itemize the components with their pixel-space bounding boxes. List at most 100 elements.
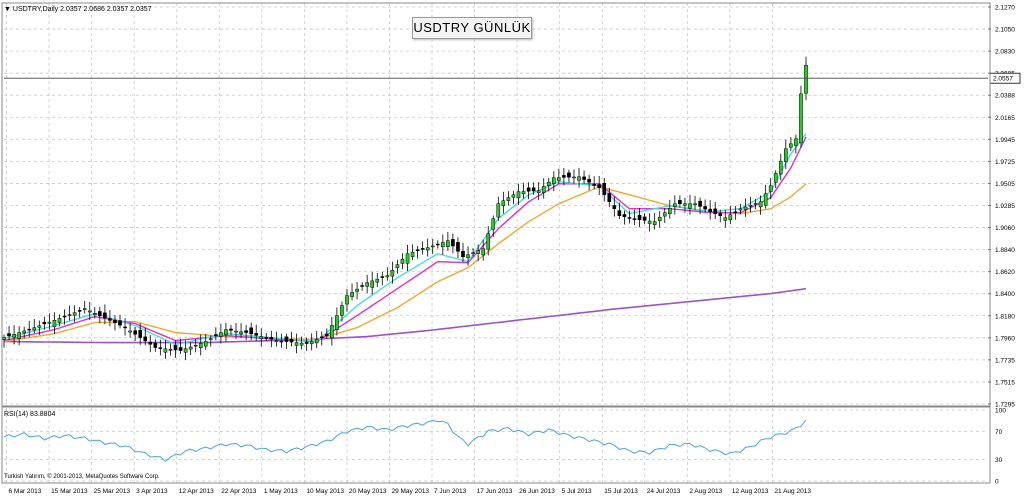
- y-tick-label: 1.8840: [995, 247, 1015, 254]
- chart-title: USDTRY GÜNLÜK: [412, 17, 532, 39]
- candle-body: [612, 205, 617, 209]
- ma_fast-line: [3, 133, 807, 346]
- x-tick-label: 12 Apr 2013: [179, 488, 214, 495]
- x-tick-label: 6 Mar 2013: [9, 488, 42, 495]
- candle-body: [728, 214, 733, 221]
- x-tick-label: 24 Jul 2013: [647, 488, 681, 495]
- y-tick-label: 1.9945: [995, 137, 1015, 144]
- candle-body: [345, 295, 349, 305]
- candle-body: [234, 330, 238, 333]
- ma_mid-line: [3, 136, 807, 343]
- candle-body: [753, 203, 758, 205]
- candle-body: [77, 310, 82, 312]
- candle-body: [133, 330, 137, 335]
- candle-body: [582, 176, 586, 180]
- candle-body: [314, 339, 319, 344]
- candle-body: [193, 344, 198, 347]
- candle-body: [476, 250, 480, 254]
- rsi-label: RSI(14) 83.8804: [4, 411, 56, 418]
- candle-body: [67, 314, 72, 316]
- candle-body: [2, 337, 6, 340]
- candle-body: [617, 210, 622, 216]
- candle-body: [435, 243, 440, 246]
- candle-body: [12, 334, 16, 338]
- x-tick-label: 7 Jun 2013: [434, 488, 467, 495]
- candle-body: [264, 337, 269, 339]
- candle-body: [758, 201, 763, 208]
- candle-body: [173, 345, 178, 351]
- y-tick-label: 2.0830: [995, 49, 1015, 56]
- candle-body: [733, 211, 738, 213]
- candle-body: [622, 214, 627, 217]
- candle-body: [198, 343, 203, 349]
- y-tick-label: 2.1050: [995, 27, 1015, 34]
- candle-body: [441, 242, 445, 248]
- y-tick-label: 1.7515: [995, 379, 1015, 386]
- candle-body: [7, 333, 11, 337]
- y-tick-label: 1.7960: [995, 335, 1015, 342]
- candle-body: [461, 251, 465, 257]
- candle-body: [693, 203, 697, 206]
- candle-body: [642, 216, 647, 221]
- candle-body: [405, 253, 410, 264]
- candle-body: [103, 312, 107, 319]
- y-tick-label: 2.0388: [995, 93, 1015, 100]
- candle-body: [572, 176, 576, 179]
- candle-body: [481, 248, 485, 256]
- copyright-text: Turkish Yatırım, © 2001-2013, MetaQuotes…: [4, 474, 160, 480]
- candle-body: [577, 176, 581, 181]
- candle-body: [521, 191, 526, 195]
- candle-body: [738, 208, 743, 211]
- candle-body: [289, 338, 294, 343]
- candle-body: [72, 312, 77, 316]
- candle-body: [385, 275, 390, 278]
- candle-body: [390, 269, 395, 277]
- rsi-axis: 100 70 30 0: [995, 408, 1006, 486]
- candle-body: [163, 348, 168, 353]
- candle-body: [254, 333, 259, 336]
- candle-body: [627, 217, 632, 219]
- rsi-tick-label: 0: [995, 479, 999, 486]
- ma-mid-series: [3, 136, 807, 343]
- candle-body: [597, 184, 602, 189]
- candle-body: [355, 288, 359, 292]
- candle-body: [718, 213, 723, 216]
- y-tick-label: 1.9505: [995, 181, 1015, 188]
- x-tick-label: 1 May 2013: [264, 488, 298, 495]
- candle-body: [607, 193, 612, 203]
- candle-body: [491, 218, 496, 230]
- rsi-pane-border: [1, 406, 991, 484]
- ma-fast-series: [3, 133, 807, 346]
- candle-body: [168, 349, 173, 351]
- candle-body: [128, 330, 132, 333]
- candle-body: [52, 320, 57, 327]
- candle-body: [138, 330, 143, 338]
- candlestick-series: [2, 56, 808, 360]
- candle-body: [784, 148, 788, 162]
- candle-body: [723, 217, 728, 221]
- collapse-triangle-icon[interactable]: ▼: [4, 6, 11, 13]
- candle-body: [148, 341, 153, 345]
- candle-body: [536, 190, 541, 193]
- candle-body: [143, 336, 148, 342]
- candle-body: [703, 206, 707, 210]
- candle-body: [87, 310, 92, 313]
- time-axis: 6 Mar 2013 15 Mar 2013 25 Mar 2013 3 Apr 20…: [9, 488, 812, 495]
- candle-body: [229, 328, 233, 331]
- x-tick-label: 20 May 2013: [349, 488, 387, 495]
- candle-body: [506, 197, 511, 201]
- candle-body: [456, 241, 460, 252]
- x-tick-label: 26 Jun 2013: [519, 488, 555, 495]
- candle-body: [415, 249, 420, 251]
- candle-body: [279, 340, 284, 343]
- candle-body: [562, 175, 566, 178]
- candle-body: [708, 208, 712, 212]
- candle-body: [546, 181, 551, 186]
- candle-body: [188, 346, 193, 350]
- candle-body: [92, 313, 97, 315]
- candle-body: [325, 333, 329, 336]
- candle-body: [37, 325, 42, 328]
- candle-body: [743, 206, 748, 210]
- candle-body: [259, 336, 264, 339]
- candle-body: [309, 341, 314, 345]
